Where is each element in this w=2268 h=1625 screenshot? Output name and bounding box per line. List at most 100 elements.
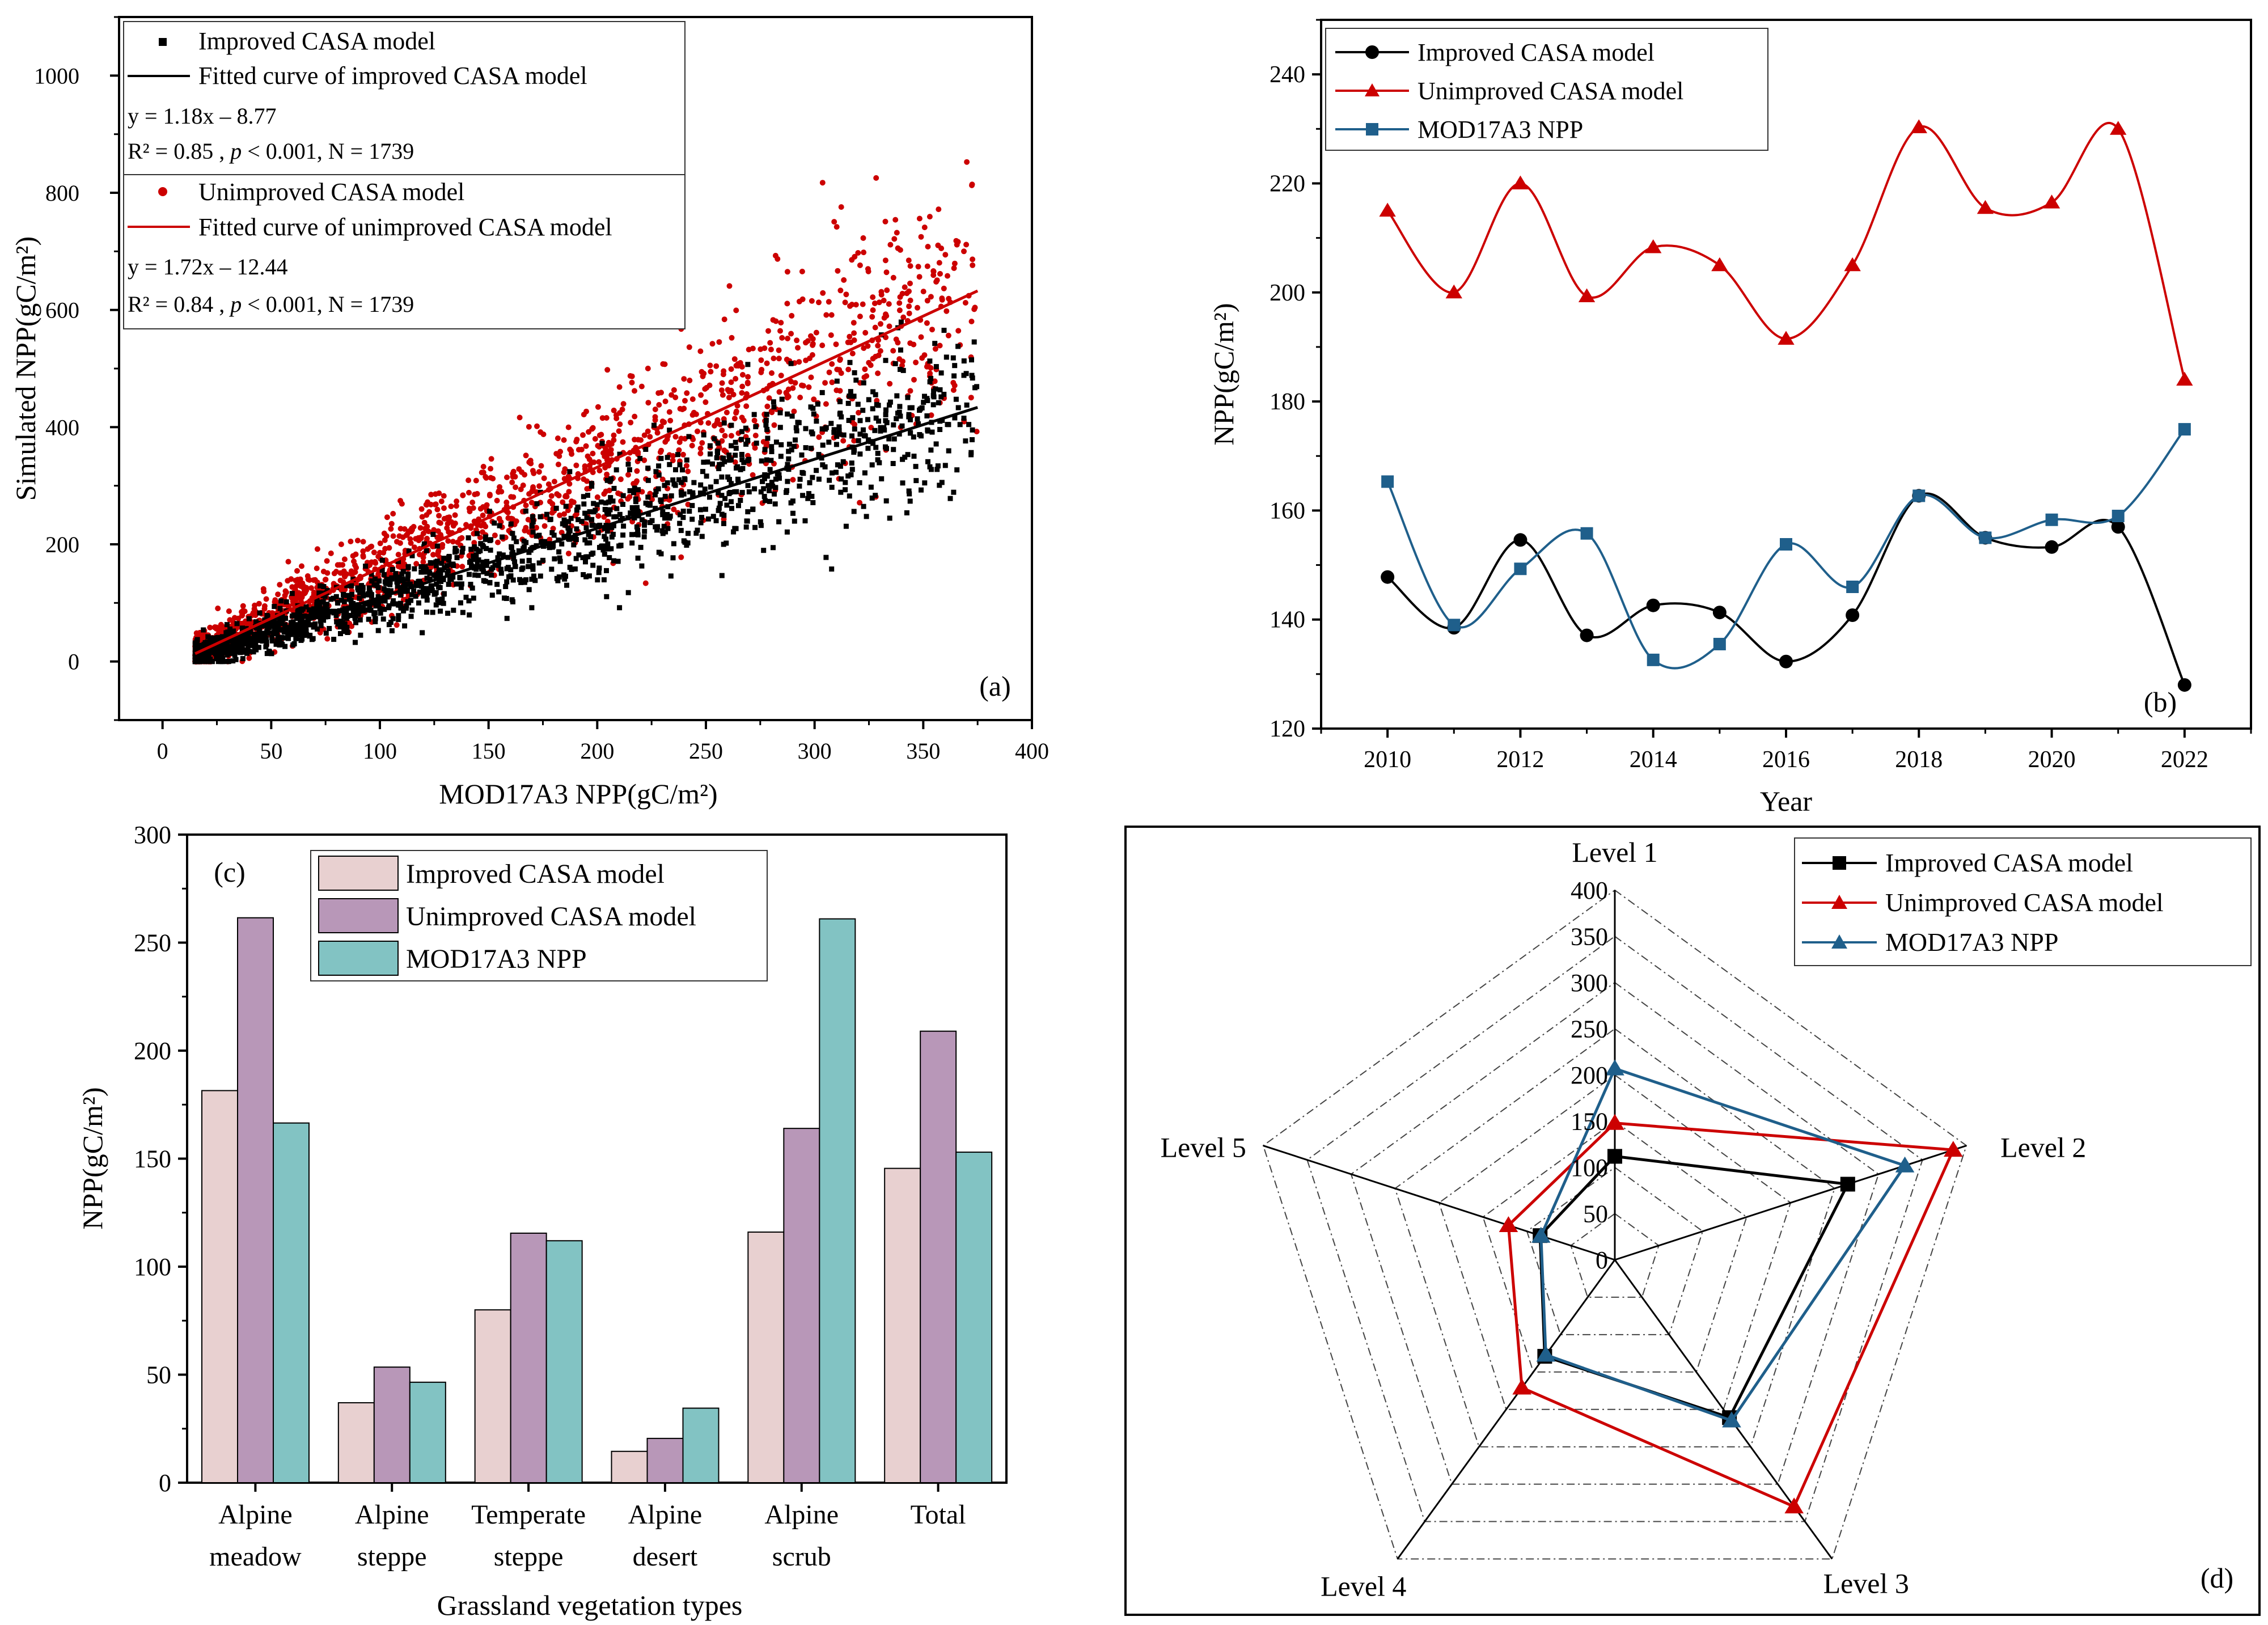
radar-ring <box>1394 1028 1835 1448</box>
point-improved <box>588 534 594 540</box>
point-unimproved <box>921 225 928 230</box>
point-unimproved <box>945 273 950 279</box>
radar-marker-2 <box>1536 1345 1556 1362</box>
point-unimproved <box>471 540 477 546</box>
point-improved <box>278 613 284 619</box>
point-improved <box>344 583 350 589</box>
point-improved <box>531 573 536 579</box>
point-unimproved <box>886 301 892 307</box>
point-improved <box>574 507 579 513</box>
point-improved <box>353 640 358 645</box>
point-improved <box>369 578 375 584</box>
point-unimproved <box>304 573 311 579</box>
point-improved <box>472 572 477 578</box>
point-improved <box>344 625 350 630</box>
point-improved <box>225 629 231 635</box>
point-improved <box>759 458 764 464</box>
point-unimproved <box>907 297 913 303</box>
panel-d-series <box>1499 1059 1963 1514</box>
point-unimproved <box>744 379 751 386</box>
point-unimproved <box>272 599 278 605</box>
point-unimproved <box>970 256 976 263</box>
point-improved <box>852 370 857 375</box>
point-improved <box>484 570 490 576</box>
point-unimproved <box>775 256 781 262</box>
point-unimproved <box>685 501 691 507</box>
point-improved <box>511 535 517 541</box>
point-unimproved <box>277 582 283 588</box>
point-improved <box>399 586 404 592</box>
point-unimproved <box>603 415 610 421</box>
point-unimproved <box>360 554 366 560</box>
legend-b-label-mod17: MOD17A3 NPP <box>1417 116 1583 143</box>
point-improved <box>274 631 280 637</box>
point-unimproved <box>849 302 855 308</box>
point-improved <box>928 447 934 453</box>
point-improved <box>282 622 288 628</box>
point-improved <box>283 628 289 634</box>
fit-line <box>194 289 979 655</box>
point-unimproved <box>733 376 739 382</box>
point-unimproved <box>887 380 893 387</box>
point-improved <box>579 519 585 524</box>
point-improved <box>398 592 404 598</box>
point-improved <box>708 484 713 490</box>
point-improved <box>645 466 651 471</box>
bar-2 <box>409 1381 446 1483</box>
point-improved <box>700 469 705 475</box>
point-unimproved <box>927 370 933 376</box>
point-improved <box>257 627 262 633</box>
point-improved <box>721 520 726 526</box>
point-improved <box>422 569 428 575</box>
point-unimproved <box>845 339 851 345</box>
point-improved <box>421 593 426 599</box>
legend-label-improved: Improved CASA model <box>198 27 435 55</box>
x-tick-label-c: Alpine <box>628 1500 703 1530</box>
point-unimproved <box>396 533 403 539</box>
point-unimproved <box>638 383 645 390</box>
point-improved <box>369 600 374 606</box>
point-improved <box>399 571 405 577</box>
point-improved <box>436 567 442 573</box>
marker-b-2 <box>1514 562 1527 575</box>
point-improved <box>733 439 738 445</box>
point-unimproved <box>907 280 913 286</box>
point-unimproved <box>799 268 805 274</box>
point-improved <box>286 636 291 641</box>
point-improved <box>768 458 774 463</box>
point-improved <box>894 416 899 421</box>
y-tick-label-a: 400 <box>45 414 79 440</box>
point-improved <box>621 523 627 529</box>
point-unimproved <box>676 447 682 453</box>
point-improved <box>526 558 532 564</box>
point-improved <box>772 501 778 507</box>
point-unimproved <box>662 439 668 445</box>
marker-b-1 <box>1578 288 1596 302</box>
point-improved <box>435 584 441 590</box>
point-improved <box>441 600 446 606</box>
point-unimproved <box>860 235 866 241</box>
point-improved <box>857 451 863 457</box>
point-improved <box>269 634 274 640</box>
point-improved <box>328 596 334 602</box>
radar-axis-label: Level 4 <box>1321 1570 1406 1602</box>
point-unimproved <box>408 528 414 535</box>
point-improved <box>361 593 366 599</box>
point-improved <box>356 611 361 617</box>
point-improved <box>796 420 802 425</box>
point-improved <box>884 446 889 451</box>
point-improved <box>698 490 704 496</box>
point-improved <box>380 616 386 622</box>
point-unimproved <box>870 307 876 313</box>
point-improved <box>536 560 542 566</box>
point-unimproved <box>424 512 430 518</box>
point-unimproved <box>384 514 390 520</box>
point-improved <box>467 612 472 618</box>
point-improved <box>720 455 726 461</box>
point-improved <box>946 448 951 454</box>
point-improved <box>815 401 820 407</box>
point-improved <box>226 659 231 665</box>
point-improved <box>620 502 625 507</box>
point-improved <box>846 418 852 423</box>
point-improved <box>536 532 542 538</box>
